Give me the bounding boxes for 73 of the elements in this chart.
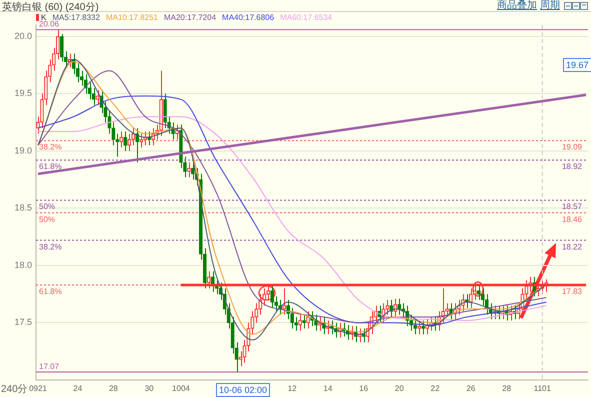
x-tick-label: 26 (466, 384, 476, 394)
x-tick-label: 22 (430, 384, 440, 394)
candlestick (254, 302, 258, 324)
candlestick (398, 298, 402, 316)
y-tick-label: 18.0 (14, 260, 32, 270)
candlestick (270, 284, 274, 308)
text: MA5:17.8332 (52, 13, 100, 22)
y-tick-label: 17.5 (14, 317, 32, 328)
ref-line-label: 18.92 (562, 162, 583, 172)
candlestick (175, 124, 179, 140)
candlestick (96, 90, 100, 106)
candlestick (108, 110, 112, 134)
ref-line-label: 18.57 (562, 202, 583, 212)
annotation: 61.8% (39, 286, 62, 296)
x-tick-label: 28 (502, 384, 512, 394)
candlestick (298, 314, 302, 332)
x-tick-label: 16 (359, 384, 369, 394)
candlestick (457, 299, 461, 316)
text: 240分 (1, 384, 28, 396)
candlestick (306, 310, 310, 329)
candlestick (421, 320, 426, 335)
candlestick (358, 328, 362, 343)
x-tick-label: 0921 (29, 384, 48, 394)
annotation: 38.2% (39, 242, 62, 252)
candlestick (362, 328, 366, 343)
candlestick (147, 131, 152, 146)
ref-line-label: 20.06 (39, 20, 60, 29)
x-tick-label: 28 (108, 384, 118, 394)
x-tick-label: 1004 (172, 384, 190, 394)
annotation: 50% (39, 202, 56, 212)
annotation: 61.8% (39, 162, 62, 172)
annotation: 50% (39, 214, 56, 224)
candlestick (139, 133, 144, 148)
y-tick-label: 19.0 (14, 145, 32, 156)
candlestick (127, 133, 132, 152)
annotation: 19.67 (563, 58, 591, 72)
x-tick-label: 12 (288, 384, 298, 394)
x-tick-label: 24 (73, 384, 83, 394)
ref-line-label: 18.22 (562, 242, 583, 252)
candlestick (112, 122, 116, 146)
x-tick-label: 30 (144, 384, 154, 394)
candlestick (282, 288, 286, 316)
text: 10-06 02:00 (216, 383, 270, 397)
ref-line-label: 19.09 (562, 142, 583, 152)
candlestick (413, 318, 418, 335)
candlestick (116, 133, 120, 158)
candlestick (302, 314, 306, 329)
ref-line-label: 17.83 (562, 286, 583, 296)
text: 周期 (540, 0, 560, 11)
text: MA10:17.8251 (106, 13, 158, 22)
candlestick (386, 299, 390, 316)
y-tick-label: 20.0 (14, 30, 32, 41)
text: MA20:17.7204 (164, 13, 216, 22)
candlestick (163, 93, 167, 129)
legend-label: K (41, 13, 46, 22)
x-tick-label: 14 (323, 384, 333, 394)
annotation: 38.2% (39, 142, 62, 152)
y-tick-label: 18.5 (14, 202, 32, 213)
x-tick-label: 1101 (534, 384, 552, 394)
y-tick-label: 19.5 (14, 88, 32, 98)
candlestick (250, 310, 254, 335)
candlestick (500, 305, 504, 320)
ref-line-label: 17.07 (39, 362, 60, 371)
text: MA60:17.6534 (280, 13, 332, 22)
candlestick (143, 131, 148, 146)
candlestick (417, 320, 422, 335)
x-tick-label: 20 (394, 384, 404, 394)
text: MA40:17.6806 (222, 13, 274, 22)
candlestick (402, 302, 406, 318)
chart-title: 英镑白银 (60) (240分) (2, 0, 99, 14)
candlestick (314, 314, 318, 332)
ref-line-label: 18.46 (562, 214, 583, 224)
candlestick (60, 34, 64, 62)
